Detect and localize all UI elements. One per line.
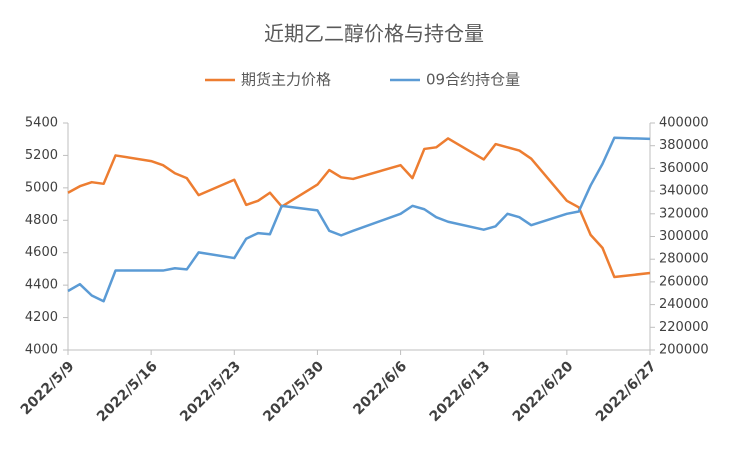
x-tick-label: 2022/6/20 bbox=[510, 358, 577, 425]
series-line bbox=[67, 137, 651, 279]
y-tick-label: 4400 bbox=[25, 278, 58, 293]
x-tick-label: 2022/6/6 bbox=[350, 358, 410, 418]
y-tick-label: 5000 bbox=[25, 180, 58, 195]
y2-tick-label: 220000 bbox=[659, 320, 709, 335]
y2-tick-label: 380000 bbox=[659, 138, 709, 153]
y2-tick-label: 200000 bbox=[659, 343, 709, 358]
x-tick-label: 2022/5/16 bbox=[94, 358, 161, 425]
y2-tick-label: 300000 bbox=[659, 229, 709, 244]
y2-tick-label: 320000 bbox=[659, 206, 709, 221]
y2-tick-label: 260000 bbox=[659, 274, 709, 289]
y-tick-label: 5400 bbox=[25, 116, 58, 131]
y2-tick-label: 360000 bbox=[659, 161, 709, 176]
x-tick-label: 2022/6/27 bbox=[593, 358, 660, 425]
legend-label: 09合约持仓量 bbox=[426, 71, 520, 89]
x-tick-label: 2022/5/30 bbox=[260, 358, 327, 425]
y-tick-label: 4800 bbox=[25, 213, 58, 228]
x-tick-label: 2022/5/23 bbox=[177, 358, 244, 425]
x-tick-label: 2022/6/13 bbox=[427, 358, 494, 425]
series-line bbox=[67, 136, 651, 303]
legend-label: 期货主力价格 bbox=[241, 71, 331, 89]
y-tick-label: 4200 bbox=[25, 310, 58, 325]
y2-tick-label: 340000 bbox=[659, 184, 709, 199]
chart-title: 近期乙二醇价格与持仓量 bbox=[264, 22, 484, 46]
y2-tick-label: 280000 bbox=[659, 252, 709, 267]
y2-tick-label: 240000 bbox=[659, 297, 709, 312]
y-tick-label: 4000 bbox=[25, 343, 58, 358]
y-tick-label: 5200 bbox=[25, 148, 58, 163]
y-tick-label: 4600 bbox=[25, 245, 58, 260]
x-tick-label: 2022/5/9 bbox=[18, 358, 78, 418]
y2-tick-label: 400000 bbox=[659, 116, 709, 131]
